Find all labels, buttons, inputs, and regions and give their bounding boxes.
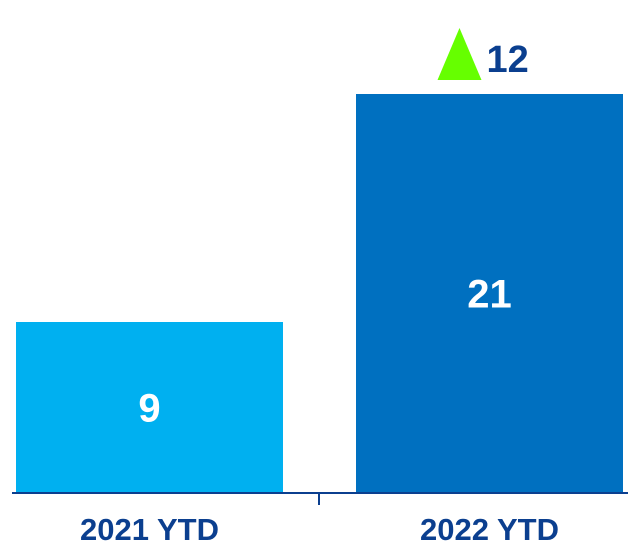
- delta-annotation: 12: [437, 28, 529, 81]
- bar-2: [356, 94, 623, 493]
- bars: [16, 94, 623, 493]
- up-triangle-icon: [437, 28, 482, 80]
- x-tick-label-1: 2021 YTD: [80, 512, 219, 547]
- x-tick-labels: 2021 YTD 2022 YTD: [80, 512, 559, 547]
- bar-1: [16, 322, 283, 493]
- x-tick-label-2: 2022 YTD: [420, 512, 559, 547]
- bar-value-label-2: 21: [467, 273, 512, 317]
- bar-labels: 9 21: [138, 273, 511, 431]
- delta-label: 12: [487, 39, 529, 81]
- bar-value-label-1: 9: [138, 387, 160, 431]
